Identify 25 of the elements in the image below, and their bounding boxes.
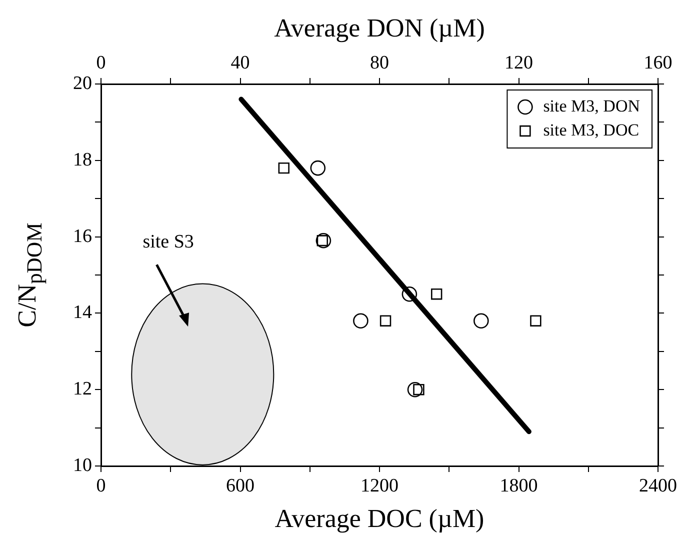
y-tick-label: 18	[73, 149, 92, 170]
legend-label: site M3, DOC	[543, 120, 640, 140]
x2-tick-label: 160	[644, 52, 672, 74]
x2-axis-title: Average DON (µM)	[274, 13, 485, 42]
point	[380, 315, 392, 326]
y-tick-label: 12	[73, 378, 92, 400]
x-tick-label: 0	[96, 475, 106, 496]
x-tick-label: 600	[226, 475, 254, 496]
y-tick-label: 10	[73, 454, 92, 476]
annotation: site S3	[142, 232, 194, 253]
point	[278, 162, 290, 174]
y-tick-label: 14	[73, 302, 92, 324]
x2-tick-label: 40	[230, 52, 250, 74]
x2-tick-label: 80	[370, 52, 389, 74]
legend-label: site M3, DON	[543, 96, 640, 116]
point	[430, 288, 442, 300]
x-axis-title: Average DOC (µM)	[274, 504, 484, 534]
y-tick-label: 16	[73, 226, 92, 247]
x2-tick-label: 0	[96, 52, 106, 74]
point	[530, 315, 542, 326]
x-tick-label: 2400	[639, 475, 677, 496]
x-tick-label: 1800	[500, 475, 538, 496]
y-tick-label: 20	[73, 72, 92, 94]
x2-tick-label: 120	[504, 52, 533, 74]
x-tick-label: 1200	[360, 475, 398, 496]
